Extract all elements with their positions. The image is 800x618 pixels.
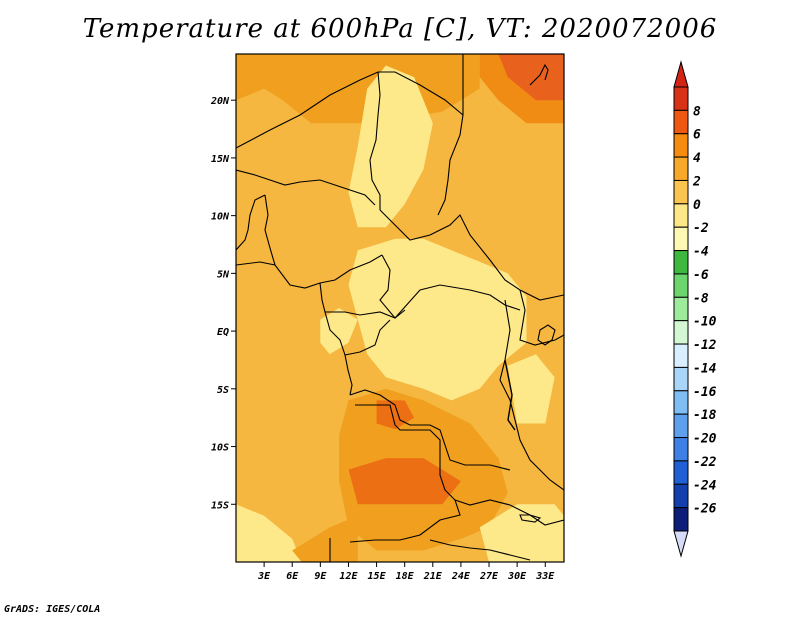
colorbar-swatch	[673, 296, 689, 322]
border-line	[349, 389, 511, 471]
colorbar-label: 8	[693, 104, 701, 119]
grads-credit: GrADS: IGES/COLA	[4, 604, 101, 615]
lon-tick-label: 15E	[368, 571, 387, 582]
field-region-angola-hot	[348, 458, 461, 505]
border-line	[454, 499, 564, 526]
border-line	[236, 254, 383, 289]
lon-tick-label: 33E	[535, 571, 555, 582]
colorbar-swatches	[673, 60, 689, 558]
lon-tick-label: 21E	[423, 571, 443, 582]
border-line	[379, 254, 521, 319]
colorbar-label: -10	[693, 315, 717, 330]
border-line	[369, 71, 381, 210]
border-line	[379, 209, 564, 301]
map-title: Temperature at 600hPa [C], VT: 202007200…	[82, 14, 718, 44]
colorbar-swatch	[673, 390, 689, 415]
field-region-chad-cool	[348, 65, 433, 228]
border-line	[236, 194, 266, 251]
colorbar-label: -16	[693, 385, 717, 400]
lon-tick-label: 9E	[314, 571, 327, 582]
colorbar-swatch	[673, 507, 689, 532]
border-line	[519, 289, 564, 346]
lon-tick-label: 3E	[257, 571, 271, 582]
colorbar-swatch	[673, 179, 689, 205]
border-line	[437, 54, 464, 216]
colorbar-swatch	[673, 460, 689, 485]
border-line	[236, 71, 464, 149]
lat-tick-label: 15S	[211, 500, 229, 511]
colorbar-swatch	[673, 483, 689, 509]
lon-tick-label: 30E	[507, 571, 527, 582]
longitude-axis: 3E 6E 9E 12E 15E 18E 21E 24E 27E 30E 33E	[257, 562, 555, 582]
colorbar-swatch	[673, 226, 689, 252]
colorbar-label: -2	[693, 221, 709, 236]
colorbar-swatch	[673, 250, 689, 275]
colorbar-swatch	[673, 203, 689, 228]
colorbar-swatch	[673, 320, 689, 345]
lake-outline	[504, 359, 516, 431]
lon-tick-label: 24E	[451, 571, 471, 582]
field-region-car-cool	[348, 238, 527, 401]
colorbar-labels: 8 6 4 2 0 -2 -4 -6 -8 -10 -12 -14 -16 -18 -20 -22 -24 -26	[692, 104, 717, 516]
lat-tick-label: 5S	[217, 385, 229, 396]
lat-tick-label: 10N	[211, 212, 230, 223]
field-region-namibia-coast-cool	[236, 504, 302, 562]
border-line	[319, 282, 406, 319]
lat-tick-label: EQ	[217, 327, 229, 338]
coast-line	[529, 63, 549, 86]
map-frame	[235, 53, 565, 563]
field-region-lake-region-cool	[507, 354, 555, 424]
colorbar-label: -8	[693, 291, 709, 306]
border-line	[429, 539, 531, 561]
lon-tick-label: 12E	[339, 571, 358, 582]
colorbar-label: 4	[693, 151, 701, 166]
lon-tick-label: 6E	[286, 571, 299, 582]
colorbar-swatch	[673, 437, 689, 462]
country-borders	[236, 54, 564, 562]
colorbar-label: -4	[693, 245, 709, 260]
border-line	[236, 169, 376, 206]
field-region-kalahari-warm	[292, 515, 358, 562]
temperature-field	[236, 54, 564, 562]
colorbar-label: -14	[693, 361, 717, 376]
lat-tick-label: 20N	[210, 96, 230, 107]
colorbar-swatch	[673, 413, 689, 439]
lat-tick-label: 10S	[211, 443, 229, 454]
colorbar-swatch	[673, 343, 689, 368]
colorbar-swatch	[673, 156, 689, 181]
lon-tick-label: 18E	[396, 571, 415, 582]
lat-tick-label: 5N	[217, 269, 230, 280]
colorbar-label: -6	[693, 268, 709, 283]
field-region-gabon-cool	[320, 308, 358, 355]
colorbar-label: -18	[693, 408, 717, 423]
lon-tick-label: 27E	[479, 571, 499, 582]
colorbar-bottom-arrow	[673, 530, 689, 558]
border-line	[349, 404, 461, 543]
field-region-se-cool	[479, 504, 564, 562]
lake-outline	[537, 324, 556, 346]
colorbar-swatch	[673, 133, 689, 158]
colorbar-swatch	[673, 366, 689, 392]
colorbar-label: 0	[693, 198, 701, 213]
colorbar-label: -12	[693, 338, 717, 353]
border-line	[344, 319, 391, 356]
colorbar-top-arrow	[673, 60, 689, 88]
colorbar-label: 2	[692, 174, 701, 189]
border-line	[264, 194, 276, 266]
colorbar-label: 6	[693, 128, 701, 143]
colorbar-label: -22	[693, 455, 717, 470]
lat-tick-label: 15N	[211, 154, 230, 165]
colorbar-swatch	[673, 109, 689, 135]
colorbar-label: -26	[693, 502, 717, 517]
field-region-ne-hot	[498, 54, 564, 101]
lake-outline	[519, 514, 542, 523]
colorbar-swatch	[673, 86, 689, 111]
colorbar-label: -20	[693, 432, 717, 447]
latitude-axis: 20N 15N 10N 5N EQ 5S 10S 15S	[210, 96, 236, 511]
colorbar-swatch	[673, 273, 689, 298]
colorbar-label: -24	[693, 478, 717, 493]
border-line	[499, 299, 564, 491]
